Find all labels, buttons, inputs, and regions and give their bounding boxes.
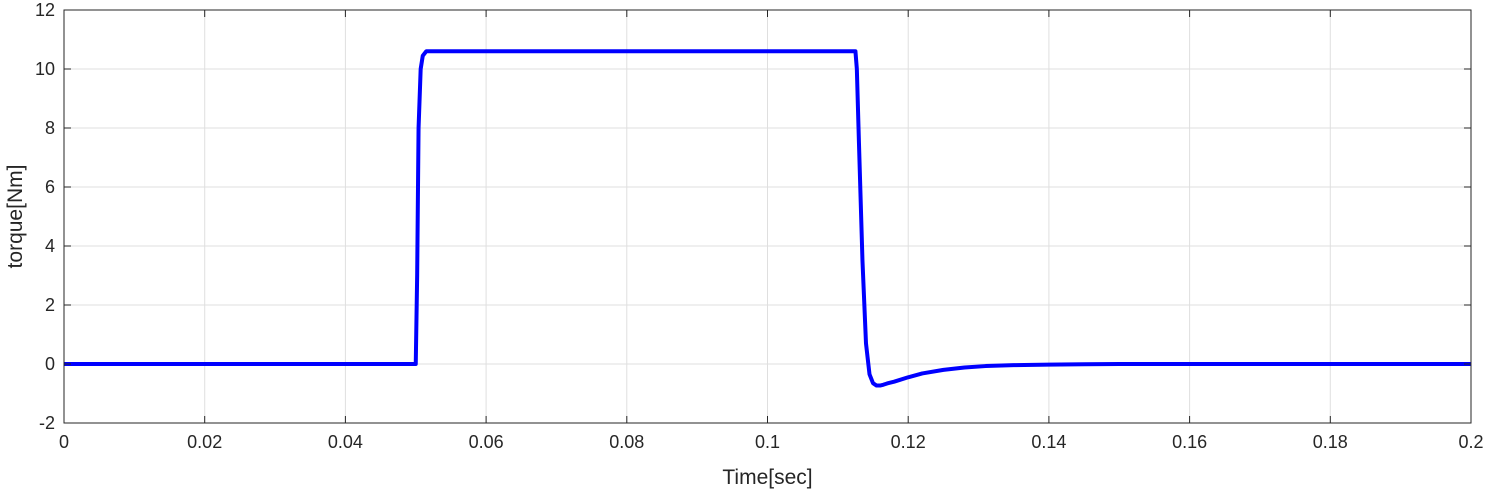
x-tick-label: 0.12	[891, 432, 926, 452]
y-tick-label: 2	[45, 295, 55, 315]
series-line-torque	[64, 49, 1471, 388]
y-tick-label: 0	[45, 354, 55, 374]
y-tick-label: -2	[39, 413, 55, 433]
y-tick-label: 4	[45, 236, 55, 256]
x-tick-label: 0.02	[187, 432, 222, 452]
y-tick-label: 12	[35, 0, 55, 20]
grid	[64, 10, 1471, 423]
x-axis-label: Time[sec]	[722, 466, 812, 489]
x-tick-label: 0.04	[328, 432, 363, 452]
y-tick-label: 8	[45, 118, 55, 138]
x-tick-label: 0.2	[1458, 432, 1483, 452]
series-layer	[64, 49, 1471, 388]
y-axis-label: torque[Nm]	[4, 165, 27, 269]
x-tick-label: 0	[59, 432, 69, 452]
ticks: 0 0.02 0.04 0.06 0.08 0.1 0.12 0.14 0.16 0.18 0.2 -…	[35, 0, 1484, 452]
x-tick-label: 0.1	[755, 432, 780, 452]
x-tick-label: 0.06	[469, 432, 504, 452]
x-tick-label: 0.14	[1031, 432, 1066, 452]
y-tick-label: 10	[35, 59, 55, 79]
x-tick-label: 0.18	[1313, 432, 1348, 452]
x-tick-label: 0.16	[1172, 432, 1207, 452]
y-tick-label: 6	[45, 177, 55, 197]
x-tick-label: 0.08	[609, 432, 644, 452]
